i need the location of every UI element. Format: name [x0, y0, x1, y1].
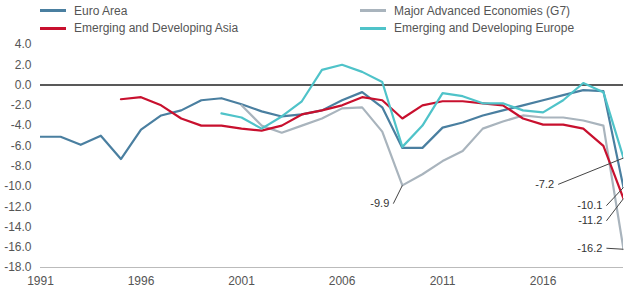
svg-text:2006: 2006 [329, 274, 356, 288]
svg-text:-10.1: -10.1 [577, 199, 602, 211]
svg-text:2001: 2001 [228, 274, 255, 288]
svg-text:2.0: 2.0 [15, 58, 32, 72]
svg-text:4.0: 4.0 [15, 37, 32, 51]
html-text:Emerging and Developing Asia: Emerging and Developing Asia [74, 21, 239, 36]
svg-text:1991: 1991 [27, 274, 54, 288]
svg-text:2016: 2016 [530, 274, 557, 288]
svg-text:-4.0: -4.0 [11, 118, 32, 132]
svg-text:-16.2: -16.2 [577, 242, 602, 254]
svg-text:-7.2: -7.2 [535, 178, 554, 190]
svg-text:-6.0: -6.0 [11, 139, 32, 153]
svg-text:-14.0: -14.0 [4, 220, 32, 234]
html-text:Major Advanced Economies (G7): Major Advanced Economies (G7) [394, 3, 571, 18]
svg-text:-11.2: -11.2 [578, 214, 602, 226]
html-text:Euro Area: Euro Area [74, 3, 128, 18]
svg-text:-2.0: -2.0 [11, 98, 32, 112]
svg-text:0.0: 0.0 [15, 78, 32, 92]
html-text:Emerging and Developing Europe: Emerging and Developing Europe [394, 21, 575, 36]
svg-text:-12.0: -12.0 [4, 200, 32, 214]
svg-text:-10.0: -10.0 [4, 179, 32, 193]
svg-text:-9.9: -9.9 [370, 197, 389, 209]
svg-text:-16.0: -16.0 [4, 240, 32, 254]
svg-text:2011: 2011 [430, 274, 456, 288]
svg-text:-8.0: -8.0 [11, 159, 32, 173]
svg-text:-18.0: -18.0 [4, 260, 32, 274]
svg-text:1996: 1996 [128, 274, 155, 288]
